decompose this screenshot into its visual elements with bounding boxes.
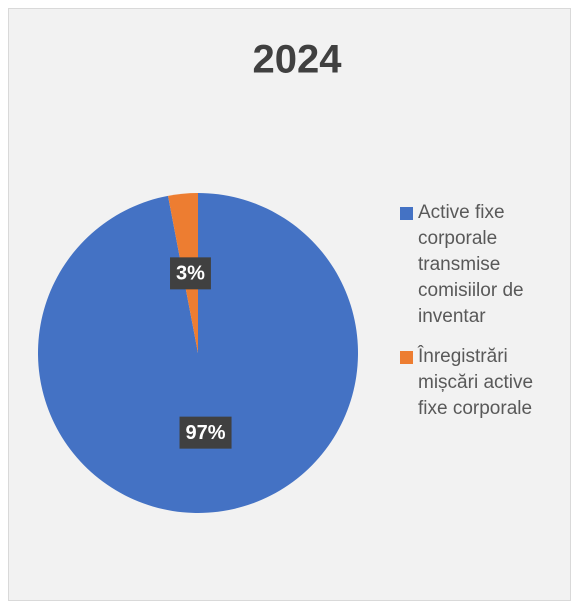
data-label <box>170 257 211 290</box>
data-label-text: 3% <box>176 263 205 285</box>
legend-swatch <box>400 351 413 364</box>
data-label <box>179 416 232 449</box>
legend: Active fixe corporale transmise comisiil… <box>398 200 548 436</box>
legend-label: Active fixe corporale transmise comisiil… <box>418 202 524 327</box>
data-label-text: 97% <box>186 422 226 444</box>
legend-label: Înregistrări mișcări active fixe corpora… <box>418 346 534 419</box>
legend-item: Active fixe corporale transmise comisiil… <box>398 200 548 330</box>
data-label-box <box>170 257 211 290</box>
pie-slice <box>37 193 358 513</box>
chart-title: 2024 <box>253 38 343 82</box>
data-label-box <box>179 416 232 449</box>
legend-swatch <box>400 207 413 220</box>
legend-item: Înregistrări mișcări active fixe corpora… <box>398 344 548 422</box>
